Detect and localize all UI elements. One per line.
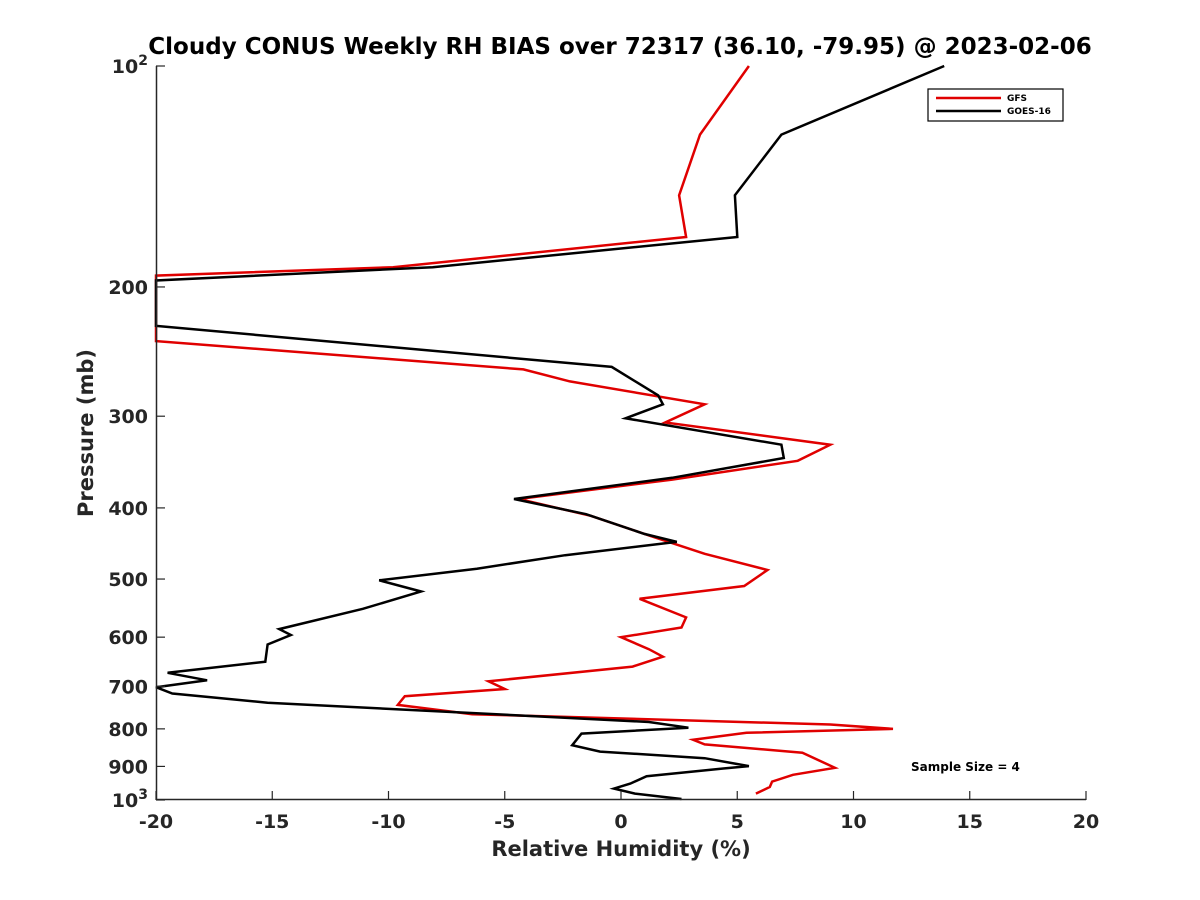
y-tick-label: 102 xyxy=(112,53,148,78)
x-tick-label: -15 xyxy=(255,811,289,833)
legend-box xyxy=(927,88,1064,122)
y-axis-label: Pressure (mb) xyxy=(74,349,98,517)
y-tick-label: 900 xyxy=(108,756,148,778)
x-tick-label: 5 xyxy=(731,811,744,833)
y-tick-label: 500 xyxy=(108,569,148,591)
chart-title: Cloudy CONUS Weekly RH BIAS over 72317 (… xyxy=(148,34,1091,60)
legend-label-gfs: GFS xyxy=(1007,94,1027,104)
y-tick-label: 300 xyxy=(108,406,148,428)
x-tick-label: -20 xyxy=(139,811,173,833)
x-tick-label: -5 xyxy=(494,811,515,833)
series-line-gfs xyxy=(154,65,894,795)
series-lines xyxy=(154,64,945,801)
y-tick-label-exponent: 2 xyxy=(138,53,148,69)
y-tick-label-exponent: 3 xyxy=(138,787,148,803)
y-tick-label: 200 xyxy=(108,277,148,299)
y-tick-label: 103 xyxy=(112,787,148,812)
x-tick-label: 20 xyxy=(1073,811,1099,833)
x-tick-label: -10 xyxy=(371,811,405,833)
y-tick-label: 700 xyxy=(108,676,148,698)
y-tick-label: 400 xyxy=(108,498,148,520)
legend-label-goes16: GOES-16 xyxy=(1007,107,1051,117)
x-tick-label: 15 xyxy=(957,811,983,833)
x-tick-label: 10 xyxy=(840,811,866,833)
y-tick-label-base: 10 xyxy=(112,56,138,78)
sample-size-annotation: Sample Size = 4 xyxy=(911,760,1020,774)
legend: GFS GOES-16 xyxy=(927,88,1064,122)
y-tick-label-base: 10 xyxy=(112,790,138,812)
y-tick-label: 600 xyxy=(108,627,148,649)
y-tick-label: 800 xyxy=(108,719,148,741)
x-ticks: -20 -15 -10 -5 0 5 10 15 20 xyxy=(139,791,1099,833)
x-tick-label: 0 xyxy=(614,811,627,833)
series-line-goes16 xyxy=(154,64,945,801)
x-axis-label: Relative Humidity (%) xyxy=(491,837,750,861)
